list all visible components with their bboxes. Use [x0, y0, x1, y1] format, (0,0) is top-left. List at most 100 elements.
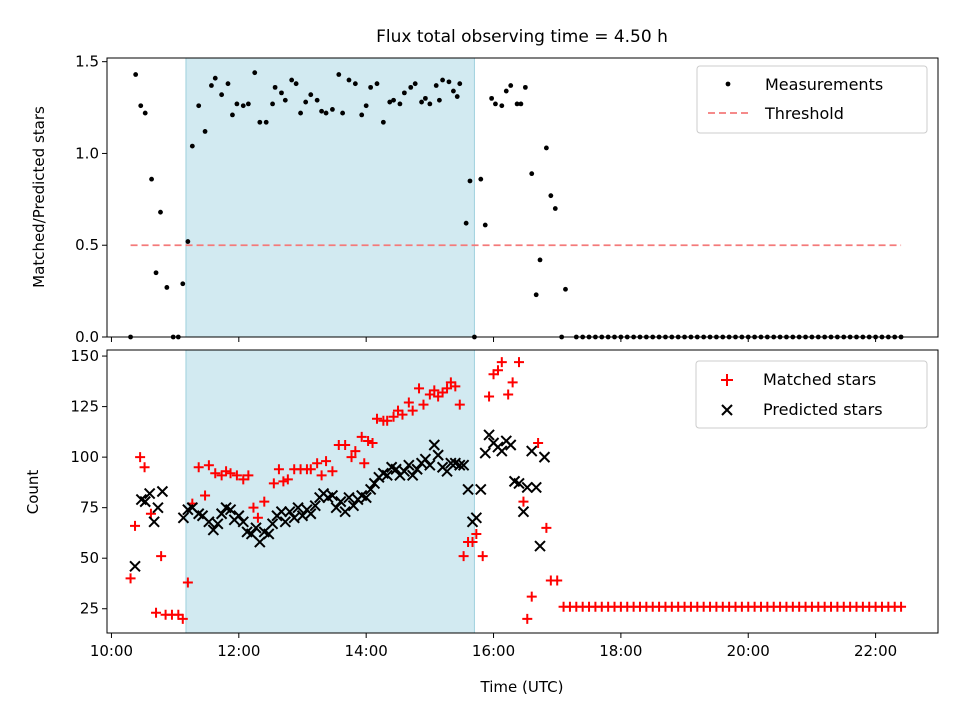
measurement-point: [543, 145, 549, 151]
measurement-point: [142, 110, 148, 116]
predicted-star-point: [521, 481, 533, 494]
bottom-y-axis-label: Count: [24, 470, 42, 515]
predicted-star-point: [284, 506, 296, 518]
matched-star-point: [312, 458, 323, 469]
matched-star-point: [243, 470, 254, 481]
measurement-point: [457, 81, 463, 87]
legend-predicted-marker: [721, 404, 733, 416]
measurement-point: [482, 222, 488, 228]
predicted-star-point: [156, 485, 169, 498]
predicted-star-point: [275, 506, 288, 518]
y-tick-label: 150: [70, 347, 99, 365]
predicted-star-point: [129, 560, 141, 573]
predicted-star-point: [212, 518, 224, 530]
top-legend: Measurements Threshold: [696, 65, 928, 134]
measurement-point: [336, 72, 342, 77]
measurement-point: [282, 97, 288, 103]
matched-star-point: [305, 464, 316, 475]
measurement-point: [279, 90, 284, 96]
matched-star-point: [321, 456, 332, 467]
measurement-point: [493, 101, 498, 107]
predicted-star-point: [309, 499, 321, 512]
predicted-star-point: [432, 449, 444, 461]
measurement-point: [293, 81, 299, 87]
measurement-point: [346, 77, 352, 83]
bottom-y-axis: 25 50 75 100 125 150: [70, 347, 107, 618]
measurement-point: [419, 99, 424, 105]
predicted-star-point: [207, 524, 220, 536]
matched-star-point: [450, 381, 461, 392]
measurement-points: [128, 70, 904, 340]
predicted-star-point: [364, 483, 377, 496]
y-tick-label: 0.5: [75, 236, 99, 254]
measurement-point: [153, 270, 159, 276]
matched-star-point: [200, 490, 211, 501]
predicted-star-point: [288, 512, 300, 524]
measurement-point: [180, 281, 186, 287]
matched-star-point: [151, 607, 162, 618]
measurement-point: [437, 97, 442, 103]
matched-star-point: [492, 365, 503, 376]
y-tick-label: 100: [70, 448, 99, 466]
predicted-star-point: [496, 445, 508, 457]
measurement-point: [209, 83, 214, 88]
predicted-star-point: [457, 459, 470, 471]
matched-star-point: [507, 377, 518, 388]
predicted-star-point: [381, 469, 393, 482]
matched-star-point: [526, 591, 537, 602]
predicted-star-point: [513, 477, 525, 490]
measurement-point: [323, 110, 329, 116]
measurement-point: [234, 101, 240, 107]
matched-star-point: [259, 496, 270, 507]
legend-matched-label: Matched stars: [763, 370, 876, 389]
matched-star-point: [130, 520, 141, 531]
predicted-star-point: [305, 508, 317, 520]
matched-star-point: [316, 470, 327, 481]
measurement-point: [529, 171, 535, 177]
measurement-point: [149, 176, 154, 182]
legend-matched-marker: [721, 374, 733, 386]
matched-star-point: [145, 508, 156, 519]
predicted-star-point: [411, 463, 423, 475]
matched-star-point: [125, 573, 136, 584]
measurement-point: [340, 110, 346, 116]
predicted-star-point: [419, 453, 432, 465]
measurement-point: [352, 81, 358, 87]
measurement-point: [289, 77, 295, 83]
measurement-point: [263, 119, 269, 125]
matched-star-point: [367, 437, 378, 448]
measurement-point: [133, 72, 139, 77]
predicted-star-point: [148, 516, 160, 528]
matched-star-point: [210, 468, 221, 479]
predicted-star-point: [505, 439, 517, 451]
matched-star-point: [193, 462, 204, 473]
y-tick-label: 50: [80, 549, 99, 567]
measurement-point: [454, 94, 460, 99]
predicted-star-point: [483, 429, 495, 441]
predicted-star-point: [534, 540, 546, 552]
matched-star-point: [484, 391, 495, 402]
matched-star-point: [177, 613, 188, 624]
top-shaded-window: [185, 57, 475, 338]
predicted-star-point: [517, 506, 530, 518]
matched-star-point: [340, 440, 351, 451]
matched-star-point: [356, 431, 367, 442]
predicted-star-point: [406, 469, 419, 482]
predicted-star-point: [292, 501, 304, 514]
matched-star-point: [467, 537, 478, 548]
predicted-star-point: [343, 491, 355, 504]
predicted-star-point: [538, 451, 551, 463]
chart-title: Flux total observing time = 4.50 h: [376, 27, 668, 47]
matched-star-point: [458, 551, 469, 562]
measurement-point: [359, 112, 365, 118]
matched-star-points: [125, 357, 907, 624]
measurement-point: [303, 99, 309, 105]
measurement-point: [270, 101, 275, 107]
y-tick-label: 0.0: [75, 328, 99, 346]
predicted-star-point: [475, 483, 487, 496]
bottom-x-axis: 10:00 12:00 14:00 16:00 18:00 20:00 22:00: [90, 633, 897, 660]
x-tick-label: 18:00: [599, 642, 642, 660]
matched-star-point: [327, 466, 338, 477]
measurement-point: [257, 119, 263, 125]
measurement-point: [427, 101, 433, 107]
